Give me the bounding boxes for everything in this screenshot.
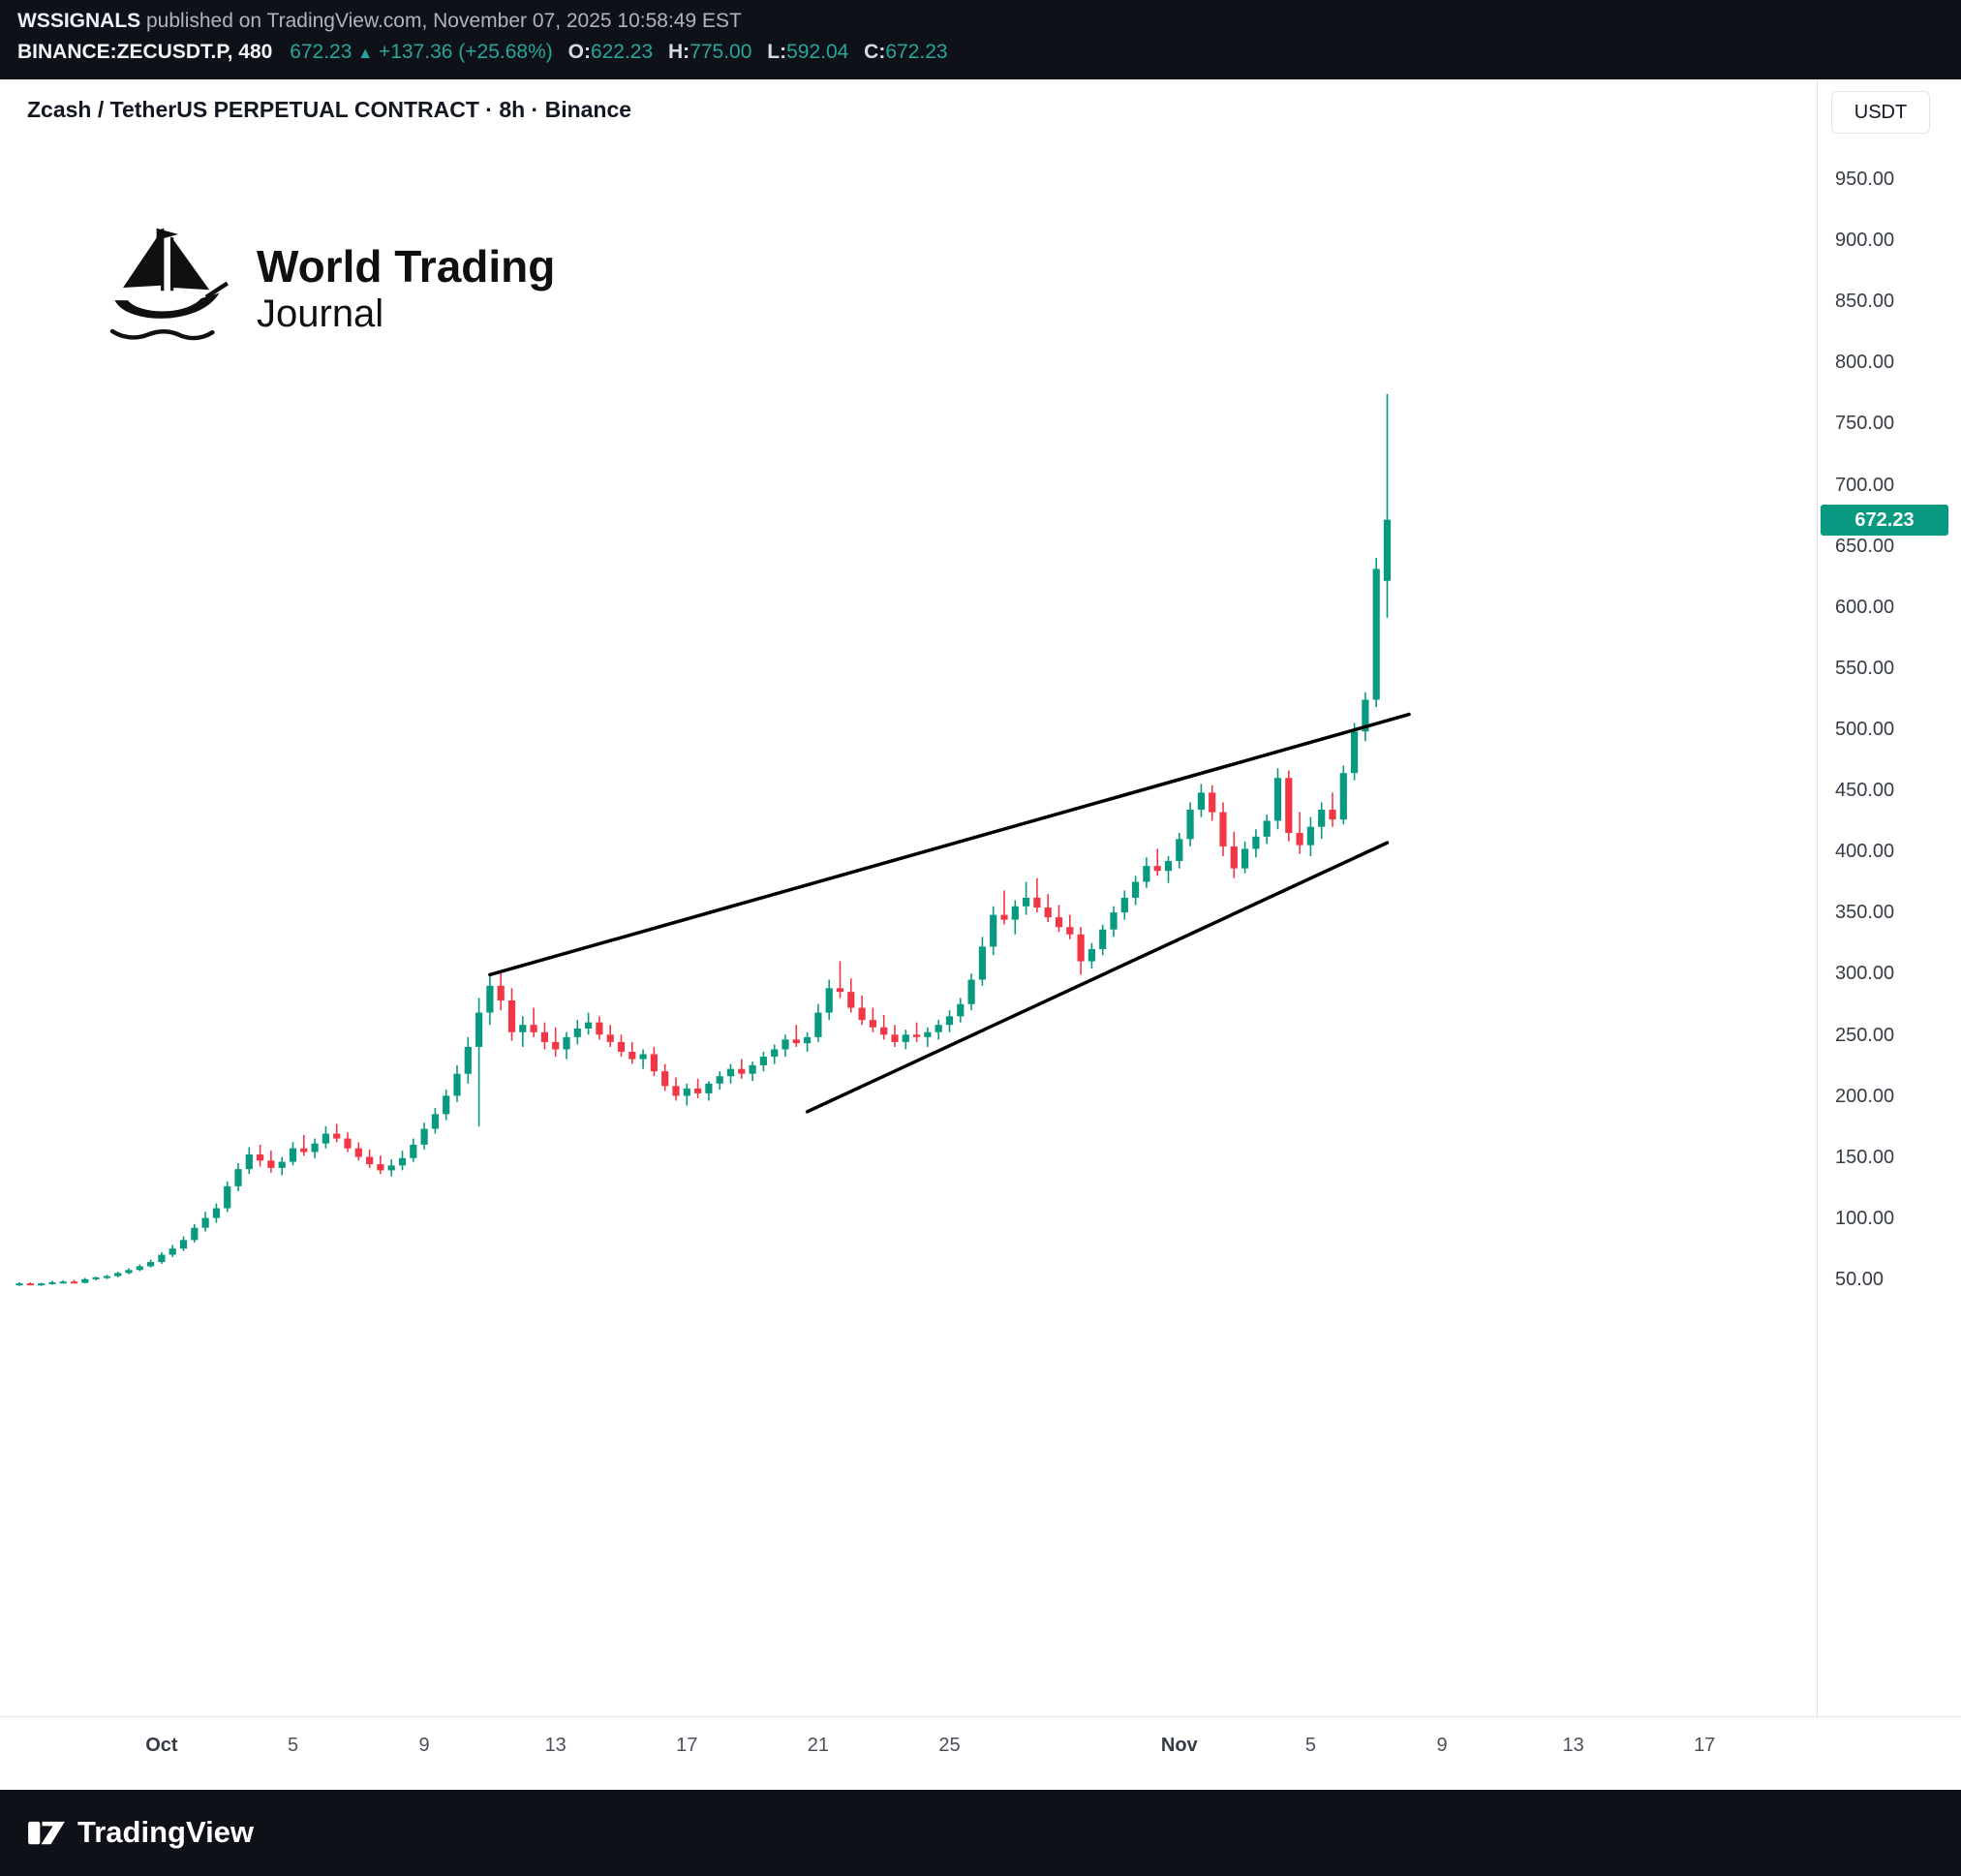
price-tick-label: 750.00 xyxy=(1835,413,1895,435)
price-tick-label: 850.00 xyxy=(1835,291,1895,313)
price-axis[interactable]: USDT 672.23 950.00 900.00 850.00 800.00 750.… xyxy=(1817,79,1961,1716)
footer-bar: TradingView xyxy=(0,1789,1961,1876)
publish-header: WSSIGNALS published on TradingView.com, … xyxy=(0,0,1961,79)
watermark: World Trading Journal xyxy=(102,225,555,353)
time-tick-label: Nov xyxy=(1160,1735,1198,1756)
watermark-line1: World Trading xyxy=(257,240,556,292)
price-tick-label: 700.00 xyxy=(1835,474,1895,496)
tradingview-brand-text: TradingView xyxy=(77,1815,255,1849)
author-name: WSSIGNALS xyxy=(17,10,141,32)
price-tick-label: 600.00 xyxy=(1835,596,1895,618)
price-tick-label: 900.00 xyxy=(1835,230,1895,252)
price-tick-label: 650.00 xyxy=(1835,535,1895,557)
time-tick-label: 5 xyxy=(287,1735,299,1756)
high-label: H: xyxy=(668,41,690,63)
time-tick-label: 17 xyxy=(676,1735,698,1756)
time-tick-label: 17 xyxy=(1694,1735,1716,1756)
price-tick-label: 50.00 xyxy=(1835,1269,1884,1290)
price-tick-label: 450.00 xyxy=(1835,780,1895,802)
last-price-tag: 672.23 xyxy=(1821,504,1948,536)
publish-info-line: WSSIGNALS published on TradingView.com, … xyxy=(17,10,742,33)
chart-pane[interactable]: Zcash / TetherUS PERPETUAL CONTRACT · 8h… xyxy=(0,79,1961,1790)
watermark-text: World Trading Journal xyxy=(257,241,555,337)
close-value: 672.23 xyxy=(885,41,948,63)
currency-toggle-button[interactable]: USDT xyxy=(1831,91,1930,134)
time-tick-label: 5 xyxy=(1304,1735,1316,1756)
price-tick-label: 950.00 xyxy=(1835,169,1895,191)
price-tick-label: 400.00 xyxy=(1835,841,1895,863)
price-tick-label: 550.00 xyxy=(1835,657,1895,679)
last-price: 672.23 xyxy=(290,41,352,63)
chart-title: Zcash / TetherUS PERPETUAL CONTRACT · 8h… xyxy=(27,97,632,122)
close-label: C: xyxy=(864,41,886,63)
watermark-line2: Journal xyxy=(257,292,384,336)
candlestick-chart[interactable] xyxy=(0,79,1817,1789)
up-arrow-icon: ▲ xyxy=(357,46,374,62)
low-value: 592.04 xyxy=(786,41,849,63)
price-tick-label: 500.00 xyxy=(1835,719,1895,740)
open-label: O: xyxy=(567,41,591,63)
price-tick-label: 100.00 xyxy=(1835,1207,1895,1229)
symbol-name: BINANCE:ZECUSDT.P, 480 xyxy=(17,41,273,63)
price-tick-label: 350.00 xyxy=(1835,902,1895,924)
tradingview-logo-icon xyxy=(28,1821,65,1845)
open-value: 622.23 xyxy=(590,41,654,63)
time-tick-label: 25 xyxy=(938,1735,961,1756)
high-value: 775.00 xyxy=(689,41,752,63)
time-tick-label: 21 xyxy=(807,1735,830,1756)
time-tick-label: Oct xyxy=(145,1735,178,1756)
ship-logo-icon xyxy=(109,227,229,341)
publish-timestamp: published on TradingView.com, November 0… xyxy=(140,10,742,32)
price-tick-label: 150.00 xyxy=(1835,1146,1895,1168)
time-tick-label: 13 xyxy=(544,1735,567,1756)
price-tick-label: 300.00 xyxy=(1835,963,1895,985)
time-tick-label: 9 xyxy=(1436,1735,1448,1756)
symbol-info-line: BINANCE:ZECUSDT.P, 480 672.23 ▲ +137.36 … xyxy=(17,41,948,64)
time-tick-label: 9 xyxy=(418,1735,430,1756)
time-tick-label: 13 xyxy=(1562,1735,1584,1756)
low-label: L: xyxy=(767,41,787,63)
time-axis[interactable]: Oct 5 9 13 17 21 25 Nov 5 9 13 17 xyxy=(0,1716,1961,1790)
price-tick-label: 250.00 xyxy=(1835,1024,1895,1046)
price-tick-label: 200.00 xyxy=(1835,1085,1895,1107)
price-change: +137.36 (+25.68%) xyxy=(378,41,553,63)
price-tick-label: 800.00 xyxy=(1835,352,1895,374)
tradingview-brand[interactable]: TradingView xyxy=(27,1813,254,1852)
